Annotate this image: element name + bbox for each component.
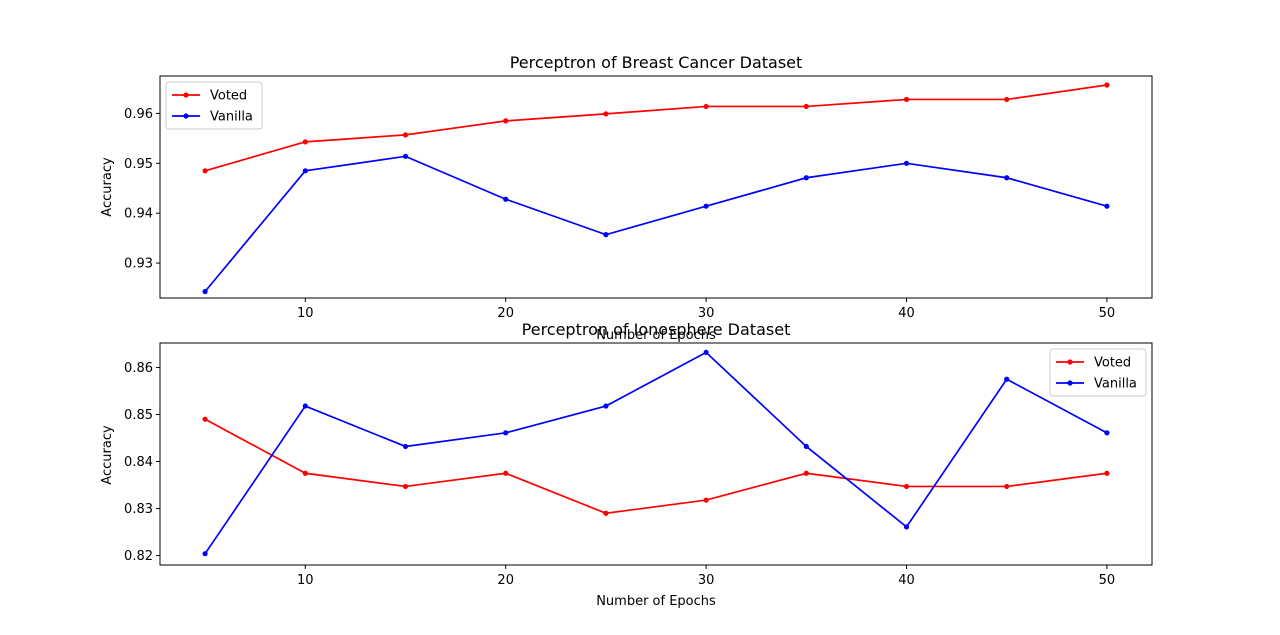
data-point-vanilla (302, 403, 308, 409)
data-point-voted (1104, 470, 1110, 476)
data-point-vanilla (202, 551, 208, 557)
x-tick-label: 40 (898, 306, 915, 321)
y-tick-label: 0.93 (124, 257, 153, 272)
legend-marker-vanilla (1067, 380, 1073, 386)
y-axis-label: Accuracy (100, 157, 115, 217)
y-tick-label: 0.84 (124, 455, 153, 470)
chart-title: Perceptron of Ionosphere Dataset (522, 320, 791, 339)
series-line-voted (204, 84, 1108, 172)
data-point-vanilla (402, 443, 409, 450)
legend: Voted Vanilla (165, 81, 263, 130)
data-point-voted (903, 483, 910, 490)
legend-label-vanilla: Vanilla (1094, 377, 1137, 392)
data-point-voted (603, 111, 609, 117)
data-point-voted (1104, 82, 1110, 88)
data-point-vanilla (903, 160, 910, 166)
y-axis-label: Accuracy (100, 425, 115, 485)
breast-cancer-subplot: Perceptron of Breast Cancer Dataset 10 20… (100, 53, 1153, 343)
legend-marker-vanilla (183, 113, 189, 119)
y-tick-label: 0.94 (124, 207, 153, 222)
data-point-voted (1004, 483, 1010, 490)
x-tick-label: 20 (497, 306, 514, 321)
data-point-voted (803, 470, 809, 476)
data-point-vanilla (402, 153, 409, 159)
data-point-voted (603, 510, 609, 516)
x-axis-label: Number of Epochs (596, 594, 716, 609)
legend-label-voted: Voted (210, 89, 247, 104)
data-point-voted (302, 139, 308, 145)
data-point-vanilla (503, 430, 509, 436)
y-tick-label: 0.82 (124, 549, 153, 564)
data-point-voted (402, 132, 409, 138)
series-line-voted (204, 418, 1108, 515)
ionosphere-subplot: Perceptron of Ionosphere Dataset 10 20 30 4… (100, 320, 1153, 609)
x-tick-label: 40 (898, 573, 915, 588)
plot-frame (159, 342, 1153, 566)
series-line-vanilla (204, 351, 1108, 555)
y-tick-label: 0.95 (124, 157, 153, 172)
data-point-voted (302, 470, 308, 476)
x-tick-label: 20 (497, 573, 514, 588)
data-point-voted (202, 416, 208, 422)
data-point-vanilla (803, 443, 809, 450)
x-axis-label: Number of Epochs (596, 328, 716, 343)
chart-title: Perceptron of Breast Cancer Dataset (510, 53, 803, 72)
data-point-voted (202, 168, 208, 174)
data-point-voted (703, 497, 709, 503)
data-point-vanilla (903, 524, 910, 530)
data-point-voted (402, 483, 409, 490)
legend-frame (165, 81, 263, 130)
data-point-voted (803, 103, 809, 110)
data-point-vanilla (803, 175, 809, 181)
data-point-vanilla (1104, 203, 1110, 209)
data-point-vanilla (202, 288, 208, 295)
x-tick-label: 50 (1099, 573, 1116, 588)
data-point-vanilla (703, 349, 709, 356)
x-tick-label: 30 (698, 306, 715, 321)
x-tick-label: 10 (297, 306, 314, 321)
data-point-voted (503, 470, 509, 476)
y-tick-label: 0.96 (124, 107, 153, 122)
data-point-vanilla (603, 232, 609, 238)
data-point-vanilla (1004, 175, 1010, 181)
x-tick-label: 10 (297, 573, 314, 588)
data-point-voted (703, 103, 709, 110)
x-tick-label: 30 (698, 573, 715, 588)
y-tick-label: 0.83 (124, 502, 153, 517)
data-point-voted (503, 118, 509, 124)
data-point-vanilla (1104, 430, 1110, 436)
series-line-vanilla (204, 155, 1108, 293)
data-point-vanilla (603, 403, 609, 409)
legend-label-voted: Voted (1094, 356, 1131, 371)
legend-marker-voted (1067, 359, 1073, 365)
data-point-vanilla (1004, 376, 1010, 382)
data-point-voted (903, 96, 910, 103)
data-point-vanilla (503, 196, 509, 202)
x-tick-label: 50 (1099, 306, 1116, 321)
y-tick-label: 0.86 (124, 361, 153, 376)
plot-frame (159, 75, 1153, 299)
data-point-voted (1004, 96, 1010, 103)
legend-label-vanilla: Vanilla (210, 110, 253, 125)
legend-marker-voted (183, 92, 189, 98)
legend: Voted Vanilla (1049, 348, 1147, 397)
data-point-vanilla (703, 203, 709, 209)
data-point-vanilla (302, 168, 308, 174)
legend-frame (1049, 348, 1147, 397)
y-tick-label: 0.85 (124, 408, 153, 423)
